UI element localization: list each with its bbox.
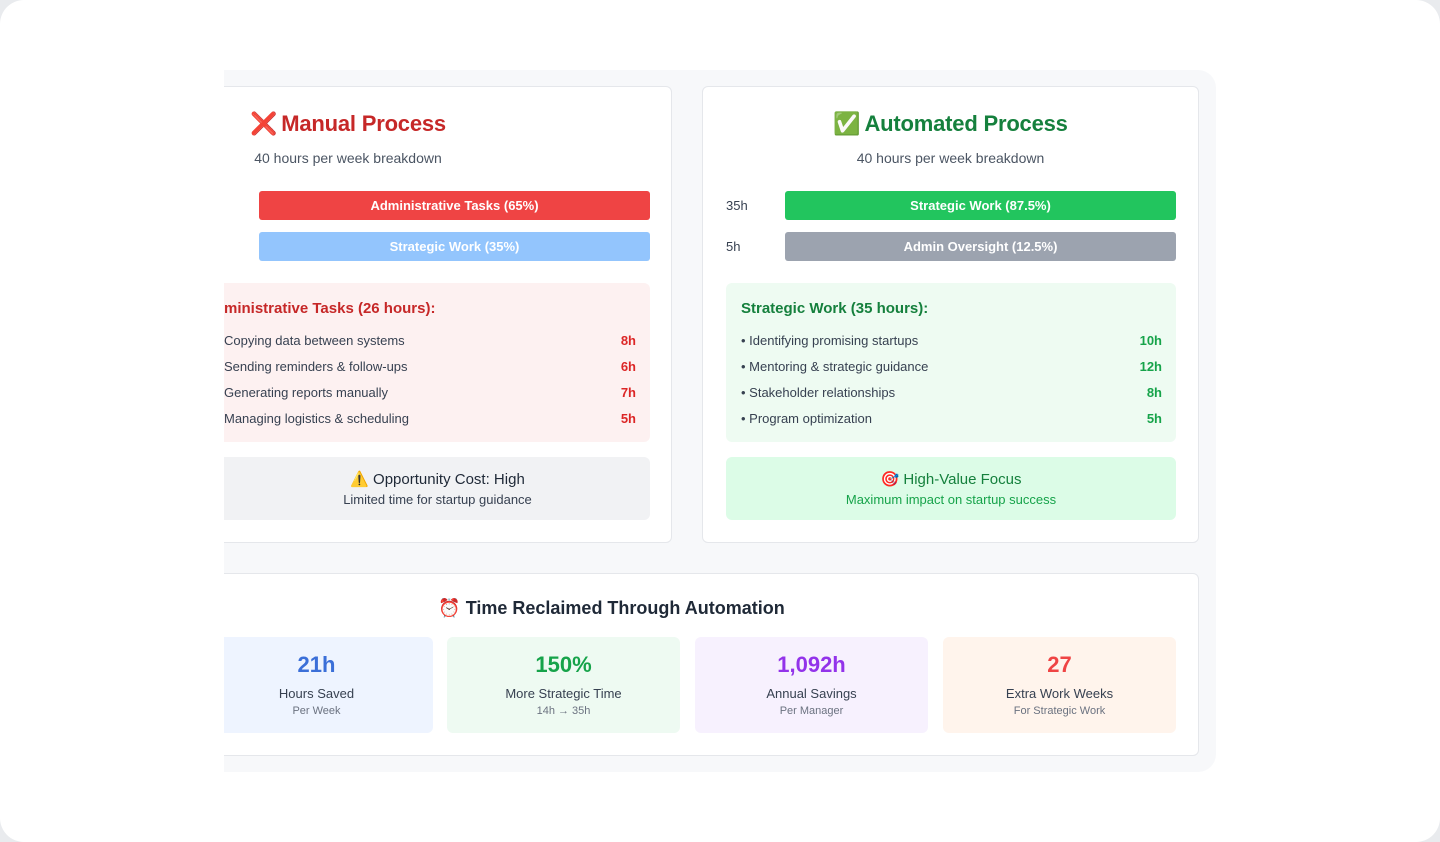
list-item: Sending reminders & follow-ups 6h [224,359,650,379]
time-reclaimed-card: ⏰ Time Reclaimed Through Automation 21h … [224,573,1199,756]
list-item-hours: 6h [620,359,636,374]
auto-bar-strategic: Strategic Work (87.5%) [785,191,1176,220]
alarm-clock-icon: ⏰ [438,598,461,618]
warning-icon: ⚠️ [350,471,369,488]
target-icon: 🎯 [880,471,900,488]
stat-card-strategic-time: 150% More Strategic Time 14h → 35h [447,637,680,733]
opportunity-cost-desc: Limited time for startup guidance [343,492,532,507]
auto-bar-strategic-hours: 35h [726,198,748,213]
list-item-text: Sending reminders & follow-ups [224,359,408,374]
stat-value: 150% [535,652,592,677]
automated-process-card: ✅ Automated Process 40 hours per week bre… [702,86,1199,543]
list-item-hours: 8h [620,333,636,348]
manual-process-card: ❌ Manual Process 40 hours per week breakd… [224,86,672,543]
manual-bar-strategic: Strategic Work (35%) [259,232,650,261]
stat-sublabel: Per Week [292,705,341,717]
stat-value: 1,092h [777,652,846,677]
list-item-text: • Mentoring & strategic guidance [741,359,929,374]
manual-bar-strategic-label: Strategic Work (35%) [389,239,520,254]
list-item: • Identifying promising startups 10h [726,333,1176,353]
stat-value: 27 [1047,652,1072,677]
list-item: Generating reports manually 7h [224,385,650,405]
stat-label: Hours Saved [278,686,355,701]
list-item-hours: 12h [1139,359,1162,374]
list-item: • Stakeholder relationships 8h [726,385,1176,405]
opportunity-cost-title: ⚠️ Opportunity Cost: High [224,470,650,488]
auto-detail-heading: Strategic Work (35 hours): [741,300,929,317]
check-mark-icon: ✅ [833,111,861,136]
auto-bar-admin-label: Admin Oversight (12.5%) [903,239,1058,254]
stat-sublabel: 14h → 35h [536,705,591,717]
high-value-focus-note: 🎯 High-Value Focus Maximum impact on sta… [726,457,1176,520]
list-item-text: • Stakeholder relationships [741,385,896,400]
list-item-text: Copying data between systems [224,333,405,348]
list-item: Copying data between systems 8h [224,333,650,353]
time-reclaimed-title-text: Time Reclaimed Through Automation [465,598,785,618]
comparison-panel: ❌ Manual Process 40 hours per week breakd… [224,70,1216,772]
stat-card-annual-savings: 1,092h Annual Savings Per Manager [695,637,928,733]
stat-label: More Strategic Time [505,686,622,701]
stat-sublabel: Per Manager [779,705,844,717]
opportunity-cost-note: ⚠️ Opportunity Cost: High Limited time f… [224,457,650,520]
auto-detail-box: Strategic Work (35 hours): • Identifying… [726,283,1176,442]
list-item: • Program optimization 5h [726,411,1176,431]
time-reclaimed-title: ⏰ Time Reclaimed Through Automation [224,598,1198,619]
list-item-hours: 8h [1146,385,1162,400]
auto-bar-admin-hours: 5h [726,239,741,254]
stat-card-extra-weeks: 27 Extra Work Weeks For Strategic Work [943,637,1176,733]
opportunity-cost-text: Opportunity Cost: High [373,471,525,488]
high-value-focus-desc: Maximum impact on startup success [845,492,1057,507]
automated-title: ✅ Automated Process [703,111,1198,137]
high-value-focus-text: High-Value Focus [903,471,1022,488]
stat-card-hours-saved: 21h Hours Saved Per Week [224,637,433,733]
auto-bar-strategic-label: Strategic Work (87.5%) [910,198,1051,213]
auto-bar-admin: Admin Oversight (12.5%) [785,232,1176,261]
stat-value: 21h [297,652,336,677]
manual-bar-admin: Administrative Tasks (65%) [259,191,650,220]
cross-mark-icon: ❌ [250,111,278,136]
list-item-text: • Program optimization [741,411,872,426]
automated-subtitle: 40 hours per week breakdown [856,150,1045,166]
list-item-text: Generating reports manually [224,385,389,400]
list-item: Managing logistics & scheduling 5h [224,411,650,431]
stat-label: Extra Work Weeks [1005,686,1114,701]
manual-detail-heading: Administrative Tasks (26 hours): [224,300,436,317]
stat-sublabel: For Strategic Work [1013,705,1106,717]
manual-title: ❌ Manual Process [224,111,671,137]
list-item-text: Managing logistics & scheduling [224,411,409,426]
manual-detail-box: Administrative Tasks (26 hours): Copying… [224,283,650,442]
manual-subtitle: 40 hours per week breakdown [254,150,442,166]
list-item-hours: 5h [1146,411,1162,426]
list-item-hours: 5h [620,411,636,426]
stat-label: Annual Savings [766,686,857,701]
list-item-text: • Identifying promising startups [741,333,919,348]
manual-title-text: Manual Process [281,111,446,136]
high-value-focus-title: 🎯 High-Value Focus [726,470,1176,488]
list-item: • Mentoring & strategic guidance 12h [726,359,1176,379]
list-item-hours: 10h [1139,333,1162,348]
list-item-hours: 7h [620,385,636,400]
automated-title-text: Automated Process [864,111,1068,136]
manual-bar-admin-label: Administrative Tasks (65%) [370,198,539,213]
